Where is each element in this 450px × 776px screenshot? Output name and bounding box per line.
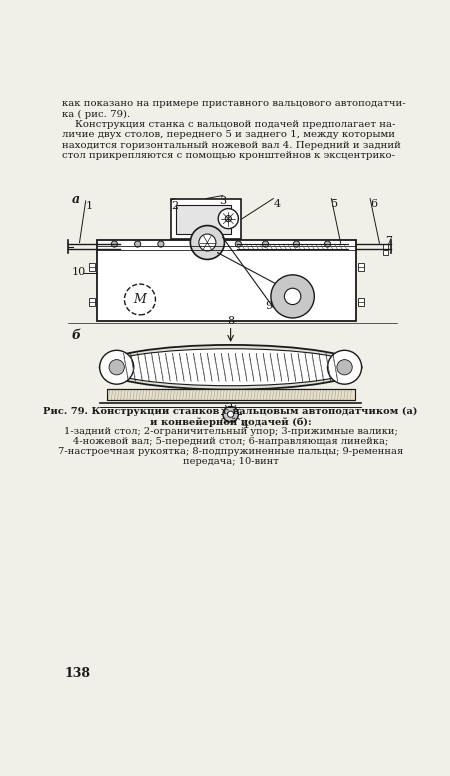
Circle shape bbox=[235, 241, 242, 247]
Circle shape bbox=[99, 350, 134, 384]
Text: 4-ножевой вал; 5-передний стол; 6-направляющая линейка;: 4-ножевой вал; 5-передний стол; 6-направ… bbox=[73, 438, 388, 446]
Circle shape bbox=[228, 411, 234, 417]
Text: 8: 8 bbox=[227, 316, 234, 326]
Text: 3: 3 bbox=[219, 196, 226, 206]
Text: 7: 7 bbox=[386, 237, 392, 246]
Circle shape bbox=[199, 234, 216, 251]
Bar bbox=[107, 389, 355, 400]
Circle shape bbox=[109, 359, 124, 375]
Circle shape bbox=[262, 241, 269, 247]
Circle shape bbox=[218, 209, 239, 229]
Circle shape bbox=[111, 241, 117, 247]
Text: ка ( рис. 79).: ка ( рис. 79). bbox=[62, 109, 130, 119]
Circle shape bbox=[324, 241, 331, 247]
Text: 9: 9 bbox=[266, 302, 273, 311]
Text: 7-настроечная рукоятка; 8-подпружиненные пальцы; 9-ременная: 7-настроечная рукоятка; 8-подпружиненные… bbox=[58, 447, 403, 456]
Text: 1-задний стол; 2-ограничительный упор; 3-прижимные валики;: 1-задний стол; 2-ограничительный упор; 3… bbox=[64, 428, 397, 436]
Circle shape bbox=[158, 241, 164, 247]
Text: и конвейерной подачей (б):: и конвейерной подачей (б): bbox=[150, 417, 311, 427]
Circle shape bbox=[328, 350, 362, 384]
Circle shape bbox=[225, 216, 231, 222]
Bar bbox=[89, 263, 95, 271]
Text: б: б bbox=[72, 329, 81, 341]
Text: личие двух столов, переднего 5 и заднего 1, между которыми: личие двух столов, переднего 5 и заднего… bbox=[62, 130, 395, 140]
Circle shape bbox=[271, 275, 315, 318]
Text: 6: 6 bbox=[370, 199, 377, 210]
Text: 4: 4 bbox=[242, 421, 248, 431]
Bar bbox=[358, 298, 364, 306]
Bar bbox=[383, 250, 388, 255]
Circle shape bbox=[293, 241, 300, 247]
Ellipse shape bbox=[99, 345, 362, 390]
Bar bbox=[97, 241, 356, 321]
Text: Конструкция станка с вальцовой подачей предполагает на-: Конструкция станка с вальцовой подачей п… bbox=[62, 120, 395, 129]
Circle shape bbox=[223, 407, 238, 422]
Text: 5: 5 bbox=[331, 199, 338, 210]
Text: 2: 2 bbox=[171, 201, 178, 211]
Circle shape bbox=[125, 284, 155, 315]
Text: 10: 10 bbox=[72, 267, 86, 277]
Circle shape bbox=[284, 288, 301, 305]
Bar bbox=[383, 244, 388, 248]
Text: как показано на примере приставного вальцового автоподатчи-: как показано на примере приставного валь… bbox=[62, 99, 405, 109]
Circle shape bbox=[135, 241, 141, 247]
Text: стол прикрепляются с помощью кронштейнов к эксцентрико-: стол прикрепляются с помощью кронштейнов… bbox=[62, 151, 395, 161]
Text: а: а bbox=[72, 193, 80, 206]
Bar bbox=[171, 199, 241, 239]
Bar bbox=[358, 263, 364, 271]
Circle shape bbox=[337, 359, 352, 375]
Text: Рис. 79. Конструкции станков с вальцовым автоподатчиком (а): Рис. 79. Конструкции станков с вальцовым… bbox=[43, 407, 418, 417]
Text: 138: 138 bbox=[64, 667, 90, 680]
Circle shape bbox=[190, 226, 225, 259]
Text: 1: 1 bbox=[86, 201, 93, 211]
Ellipse shape bbox=[104, 348, 357, 386]
Text: 4: 4 bbox=[273, 199, 280, 210]
Bar bbox=[176, 205, 231, 234]
Text: М: М bbox=[134, 293, 146, 306]
Text: находится горизонтальный ножевой вал 4. Передний и задний: находится горизонтальный ножевой вал 4. … bbox=[62, 141, 400, 150]
Text: передача; 10-винт: передача; 10-винт bbox=[183, 457, 279, 466]
Bar bbox=[89, 298, 95, 306]
